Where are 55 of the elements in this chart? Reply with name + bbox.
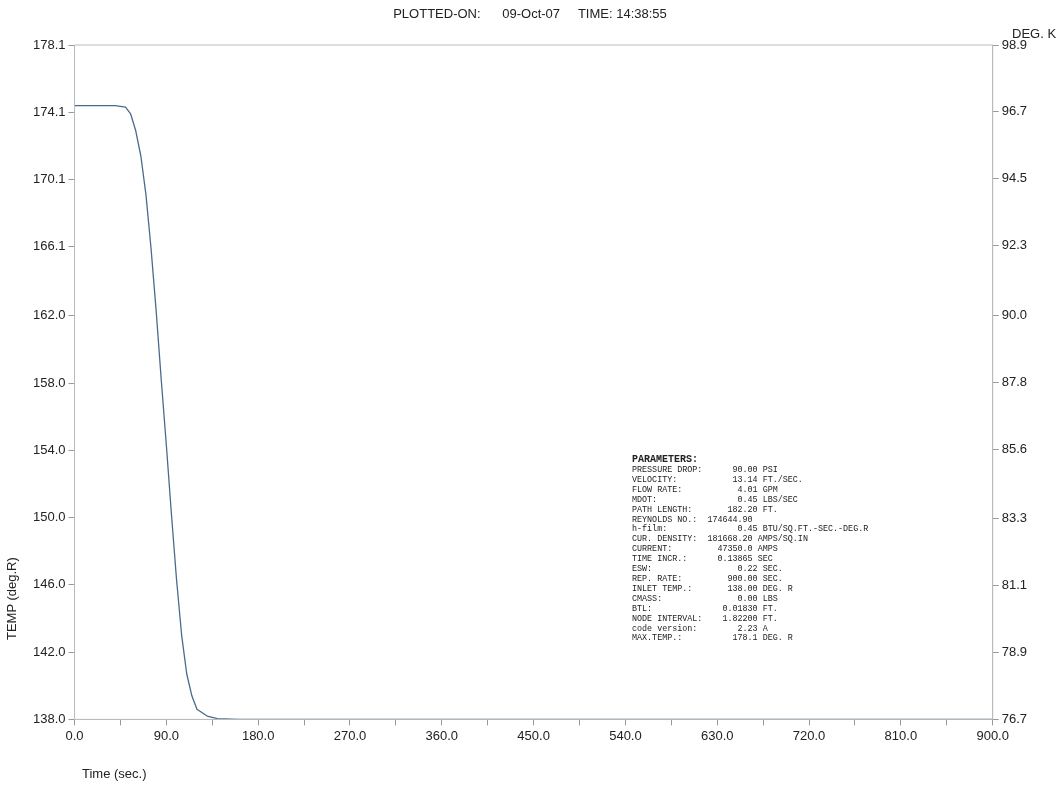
annotation: MDOT: 0.45 LBS/SEC: [632, 494, 799, 506]
x-tick-label: 450.0: [517, 727, 550, 743]
y-tick-label: 142.0: [32, 643, 66, 659]
y2-tick-label: 76.7: [1001, 710, 1028, 726]
x-tick-label: 540.0: [609, 727, 642, 743]
y-tick-label: 150.0: [32, 509, 66, 525]
annotation: FLOW RATE: 4.01 GPM: [632, 484, 779, 495]
annotation: PRESSURE DROP: 90.00 PSI: [632, 465, 779, 475]
annotation: MAX.TEMP.: 178.1 DEG. R: [632, 633, 794, 645]
x-tick-label: 630.0: [700, 727, 734, 743]
y2-tick-label: 85.6: [1001, 440, 1028, 456]
y-tick-label: 162.0: [32, 307, 66, 323]
y2-tick-label: 94.5: [1001, 170, 1028, 186]
y2-tick-label: 96.7: [1001, 103, 1028, 119]
x-tick-label: 0.0: [65, 727, 84, 743]
annotation: INLET TEMP.: 138.00 DEG. R: [632, 583, 794, 595]
x-tick-label: 180.0: [241, 727, 275, 743]
annotation: CUR. DENSITY: 181668.20 AMPS/SQ.IN: [632, 534, 808, 545]
annotation: NODE INTERVAL: 1.82200 FT.: [632, 613, 779, 624]
y2-tick-label: 81.1: [1001, 577, 1028, 593]
annotation: BTL: 0.01830 FT.: [632, 603, 779, 615]
annotation: VELOCITY: 13.14 FT./SEC.: [632, 474, 804, 486]
x-tick-label: 810.0: [884, 727, 918, 743]
annotation: PARAMETERS:: [632, 454, 699, 466]
y2-axis-title: DEG. K: [1012, 26, 1057, 41]
x-tick-label: 720.0: [792, 727, 826, 743]
annotation: code version: 2.23 A: [632, 623, 769, 634]
x-axis-title: Time (sec.): [82, 766, 147, 781]
y-tick-label: 158.0: [32, 374, 66, 390]
y-tick-label: 146.0: [32, 576, 66, 592]
y2-tick-label: 78.9: [1001, 644, 1028, 660]
x-tick-label: 270.0: [333, 727, 367, 743]
y2-tick-label: 92.3: [1001, 237, 1028, 253]
y2-tick-label: 83.3: [1001, 510, 1028, 526]
chart-title: PLOTTED-ON: 09-Oct-07 TIME: 14:38:55: [392, 6, 668, 21]
annotation: ESW: 0.22 SEC.: [632, 564, 784, 575]
y2-tick-label: 90.0: [1001, 306, 1028, 322]
x-tick-label: 360.0: [425, 727, 459, 743]
y-axis-title: TEMP (deg.R): [4, 557, 19, 640]
annotation: REYNOLDS NO.: 174644.90: [632, 514, 754, 525]
y-tick-label: 154.0: [32, 441, 66, 457]
y-tick-label: 178.1: [32, 36, 66, 52]
x-tick-label: 90.0: [153, 727, 179, 743]
y-tick-label: 138.0: [32, 710, 66, 726]
annotation: CMASS: 0.00 LBS: [632, 593, 779, 605]
annotation: CURRENT: 47350.0 AMPS: [632, 544, 779, 555]
annotation: h-film: 0.45 BTU/SQ.FT.-SEC.-DEG.R: [632, 524, 869, 535]
y-tick-label: 170.1: [32, 171, 66, 187]
x-tick-label: 900.0: [976, 727, 1009, 743]
y-tick-label: 174.1: [32, 103, 66, 119]
y2-tick-label: 87.8: [1001, 373, 1028, 389]
annotation: PATH LENGTH: 182.20 FT.: [632, 504, 779, 516]
annotation: TIME INCR.: 0.13865 SEC: [632, 554, 774, 565]
y-tick-label: 166.1: [32, 238, 66, 254]
annotation: REP. RATE: 900.00 SEC.: [632, 573, 784, 585]
